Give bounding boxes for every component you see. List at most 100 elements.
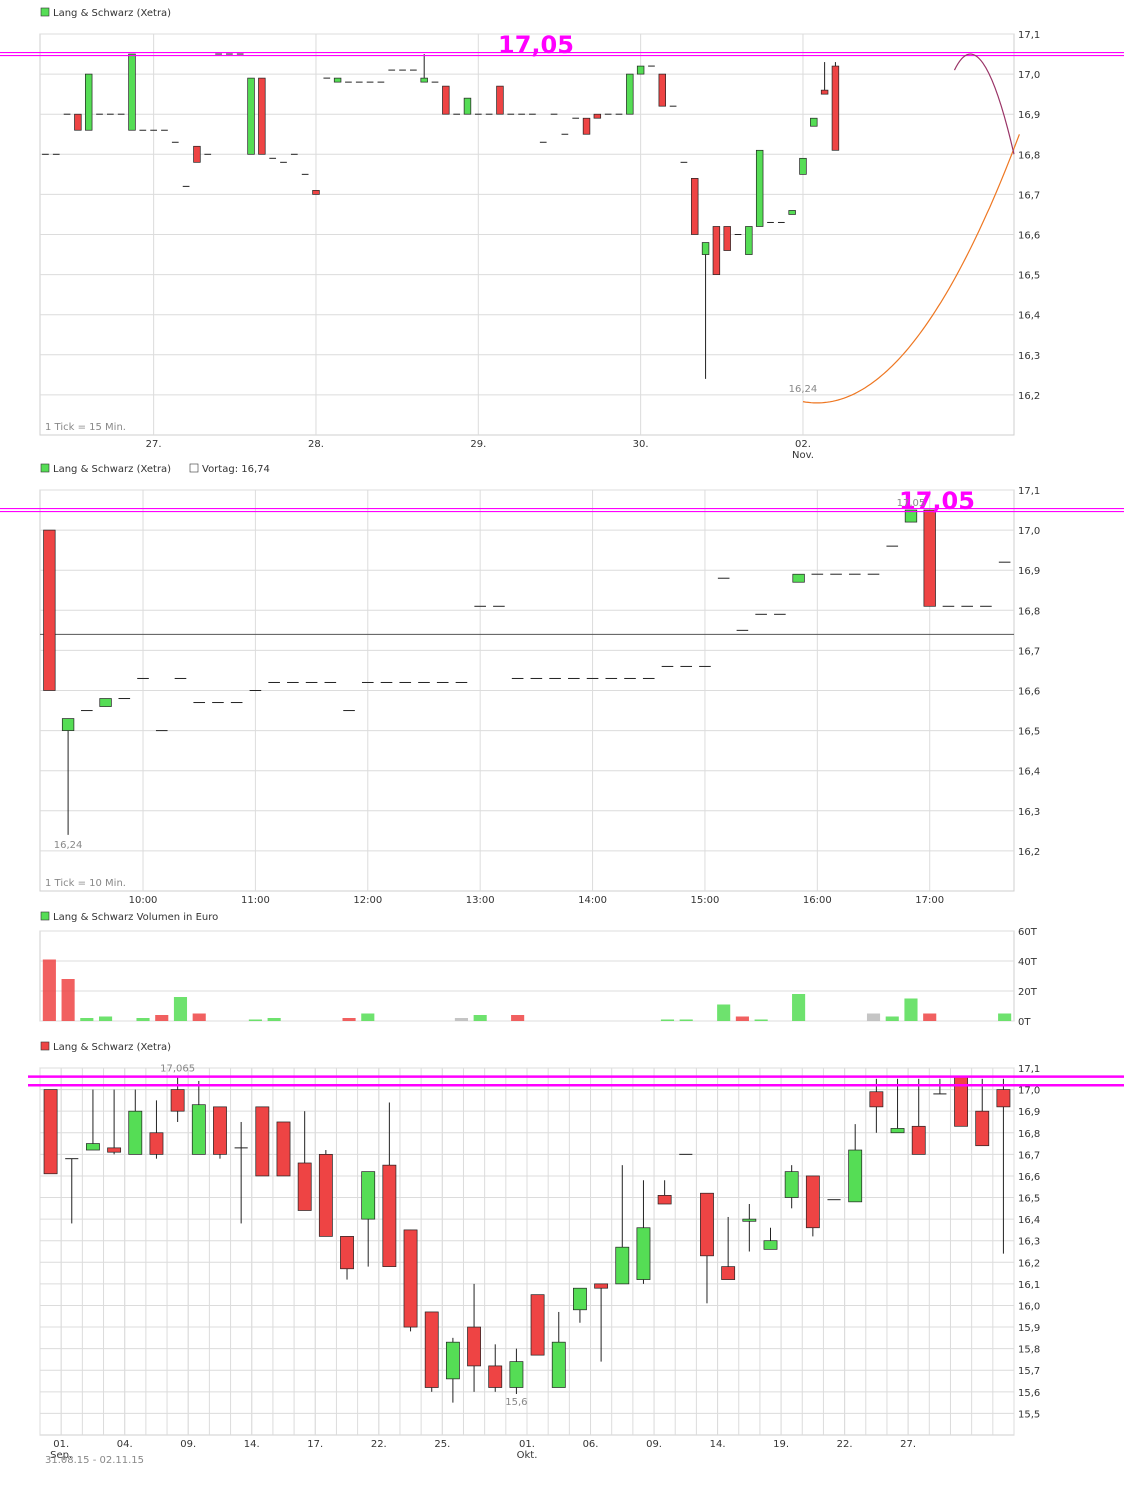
candle-up (247, 77, 255, 155)
volume-bar (454, 1018, 468, 1021)
candle-down (43, 1089, 58, 1175)
candle-up (763, 1240, 778, 1250)
candle-up (191, 1104, 206, 1155)
candle-up (788, 210, 796, 215)
x-tick-label: 11:00 (241, 895, 270, 906)
x-tick-label: 14. (244, 1439, 260, 1450)
y-tick-label: 15,7 (1018, 1366, 1040, 1377)
y-tick-label: 15,6 (1018, 1388, 1040, 1399)
x-tick-label: 25. (434, 1439, 450, 1450)
candle-up (626, 73, 634, 115)
x-tick-label: 14:00 (578, 895, 607, 906)
candle-down (658, 73, 666, 107)
candle-down (424, 1311, 439, 1388)
candle-up (792, 573, 805, 583)
candle-up (755, 149, 764, 227)
volume-bar (248, 1019, 262, 1021)
volume-bar (885, 1016, 899, 1021)
low-value-label: 15,6 (505, 1397, 527, 1408)
y-tick-label: 17,0 (1018, 70, 1040, 81)
candle-down (691, 178, 699, 235)
volume-bar (192, 1013, 206, 1021)
volume-bar (904, 998, 918, 1021)
candle-down (582, 117, 591, 135)
candle-down (255, 1106, 270, 1177)
candle-up (636, 1227, 651, 1280)
candle-up (742, 1218, 757, 1222)
candle-up (333, 77, 342, 83)
volume-bar (99, 1016, 113, 1021)
candle-down (657, 1195, 672, 1205)
y-tick-label: 16,8 (1018, 1129, 1040, 1140)
y-tick-label: 16,6 (1018, 231, 1040, 242)
candle-up (810, 117, 818, 127)
volume-bar (792, 994, 806, 1021)
candle-down (805, 1175, 820, 1229)
candle-down (820, 89, 829, 95)
legend-swatch (40, 7, 50, 17)
candle-down (382, 1164, 397, 1267)
y-tick-label: 16,2 (1018, 1258, 1040, 1269)
volume-bar (267, 1018, 281, 1021)
candle-down (488, 1365, 503, 1388)
vortag-swatch (189, 463, 199, 473)
candle-down (700, 1192, 714, 1257)
candle-down (594, 1283, 609, 1289)
candle-up (420, 77, 428, 83)
y-tick-label: 16,8 (1018, 606, 1040, 617)
x-tick-label: 29. (470, 439, 486, 450)
y-tick-label: 16,5 (1018, 1194, 1040, 1205)
volume-bar (866, 1013, 881, 1021)
resistance-label: 17,05 (498, 31, 574, 59)
legend-swatch (40, 911, 50, 921)
x-tick-label: 16:00 (803, 895, 832, 906)
candle-up (551, 1341, 566, 1388)
candle-down (297, 1162, 312, 1211)
y-tick-label: 17,0 (1018, 1086, 1040, 1097)
candle-down (43, 529, 56, 691)
y-tick-label: 16,5 (1018, 271, 1040, 282)
y-tick-label: 15,5 (1018, 1409, 1040, 1420)
resistance-label: 17,05 (899, 487, 975, 515)
candle-down (530, 1294, 545, 1356)
candle-down (721, 1266, 736, 1280)
volume-bar (136, 1018, 150, 1021)
y-tick-label: 16,3 (1018, 1237, 1040, 1248)
x-tick-label: 28. (308, 439, 324, 450)
volume-bar (173, 997, 188, 1021)
candle-down (403, 1229, 418, 1328)
x-tick-label: 19. (773, 1439, 789, 1450)
y-tick-label: 16,6 (1018, 687, 1040, 698)
interval-note: 1 Tick = 10 Min. (45, 878, 126, 889)
x-tick-sublabel: Sep. (50, 1450, 72, 1461)
x-tick-label: 22. (837, 1439, 853, 1450)
y-tick-label: 16,0 (1018, 1301, 1040, 1312)
candle-up (890, 1128, 905, 1134)
volume-bar (361, 1013, 375, 1021)
candle-down (318, 1154, 333, 1237)
candle-up (509, 1361, 524, 1388)
x-tick-label: 01. (53, 1439, 69, 1450)
candle-down (996, 1089, 1011, 1108)
candle-up (848, 1149, 863, 1203)
y-tick-label: 16,2 (1018, 847, 1040, 858)
volume-bar (923, 1013, 937, 1021)
candle-down (869, 1091, 884, 1108)
top-arc (953, 53, 1015, 155)
candle-down (911, 1125, 926, 1155)
volume-bar (61, 979, 75, 1021)
volume-bar (511, 1015, 525, 1021)
candle-up (745, 226, 753, 255)
x-tick-label: 04. (117, 1439, 133, 1450)
x-tick-label: 27. (900, 1439, 916, 1450)
legend-swatch (40, 1041, 50, 1051)
candle-down (193, 145, 201, 163)
candle-down (74, 113, 82, 131)
candle-down (442, 85, 450, 115)
y-tick-label: 16,1 (1018, 1280, 1040, 1291)
interval-note: 1 Tick = 15 Min. (45, 422, 126, 433)
x-tick-label: 15:00 (691, 895, 720, 906)
x-tick-label: 22. (371, 1439, 387, 1450)
y-tick-label: 17,1 (1018, 30, 1040, 41)
